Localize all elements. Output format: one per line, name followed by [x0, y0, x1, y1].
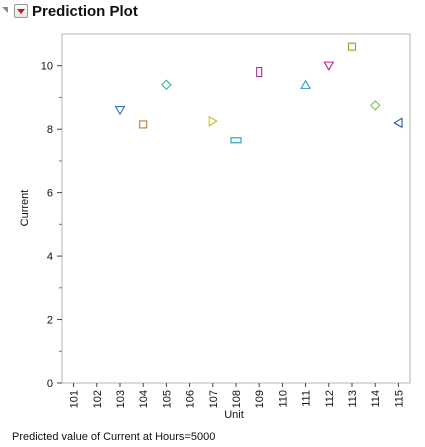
x-tick-label: 112 [324, 390, 336, 408]
x-tick-label: 104 [138, 390, 150, 408]
data-point-unit-109 [256, 67, 263, 78]
data-point-unit-104 [139, 120, 148, 129]
x-tick-label: 105 [161, 390, 173, 408]
data-point-unit-112 [323, 61, 335, 71]
data-point-unit-105 [161, 79, 172, 91]
x-tick-label: 110 [277, 390, 289, 408]
y-tick-label: 10 [41, 61, 53, 73]
data-point-unit-103 [114, 105, 126, 116]
report-title: Prediction Plot [32, 3, 138, 20]
x-tick-label: 106 [185, 390, 197, 408]
y-axis-label: Current [19, 190, 31, 227]
y-axis: 0 2 4 6 8 10 [41, 61, 62, 390]
x-tick-label: 108 [231, 390, 243, 408]
data-markers [114, 42, 403, 144]
y-tick-label: 0 [47, 378, 53, 390]
footnote-text: Predicted value of Current at Hours=5000 [12, 431, 216, 443]
x-tick-label: 107 [208, 390, 220, 408]
plot-frame [61, 33, 411, 384]
data-point-unit-111 [300, 79, 312, 89]
x-tick-label: 102 [92, 390, 104, 408]
data-point-unit-115 [393, 117, 403, 129]
data-point-unit-113 [347, 42, 357, 51]
collapse-triangle-icon[interactable] [2, 7, 8, 13]
y-tick-label: 2 [47, 315, 53, 327]
y-tick-label: 4 [47, 251, 53, 263]
report-header: Prediction Plot [0, 0, 425, 26]
data-point-unit-114 [369, 100, 381, 111]
x-tick-label: 109 [254, 390, 266, 408]
x-tick-label: 101 [69, 390, 81, 408]
red-triangle-menu-icon[interactable] [14, 4, 28, 18]
x-axis-label: Unit [224, 409, 244, 421]
x-tick-label: 113 [347, 390, 359, 408]
x-axis: 101 102 103 104 105 106 107 108 109 110 111 112 113 1… [69, 383, 405, 408]
x-tick-label: 111 [301, 390, 313, 407]
y-tick-label: 6 [47, 188, 53, 200]
data-point-unit-107 [208, 115, 218, 127]
y-tick-label: 8 [47, 124, 53, 136]
x-tick-label: 103 [115, 390, 127, 408]
x-tick-label: 115 [393, 390, 405, 408]
data-point-unit-108 [230, 137, 242, 144]
x-tick-label: 114 [370, 390, 382, 408]
